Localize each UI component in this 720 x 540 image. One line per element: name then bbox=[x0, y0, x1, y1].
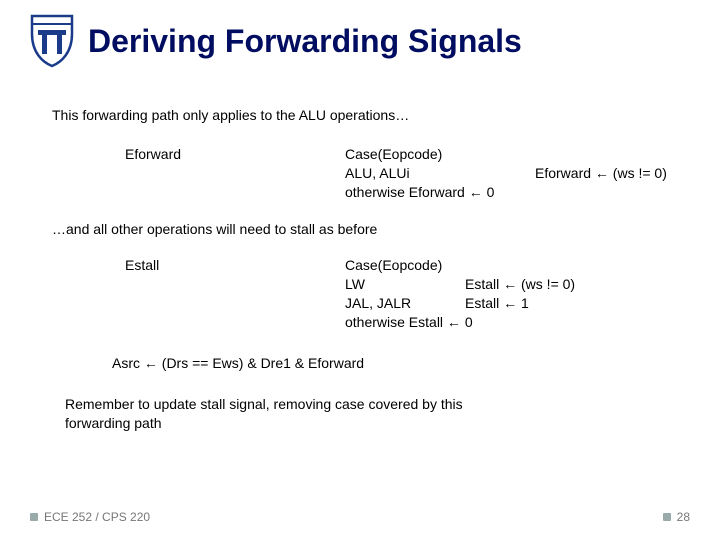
footer-page-number: 28 bbox=[677, 510, 690, 524]
estall-line2-right: Estall ← 1 bbox=[465, 294, 690, 313]
title-row: Deriving Forwarding Signals bbox=[30, 14, 690, 68]
remember-text: Remember to update stall signal, removin… bbox=[65, 395, 505, 433]
eforward-otherwise: otherwise Eforward ← 0 bbox=[345, 183, 690, 202]
estall-otherwise: otherwise Estall ← 0 bbox=[345, 313, 690, 332]
eforward-line1-left: ALU, ALUi bbox=[345, 164, 535, 183]
eforward-line1-right: Eforward ← (ws != 0) bbox=[535, 164, 690, 183]
bullet-icon bbox=[30, 513, 38, 521]
body: This forwarding path only applies to the… bbox=[30, 106, 690, 433]
estall-line1-left: LW bbox=[345, 275, 465, 294]
estall-line2-left: JAL, JALR bbox=[345, 294, 465, 313]
intro-text: This forwarding path only applies to the… bbox=[52, 106, 690, 125]
footer: ECE 252 / CPS 220 28 bbox=[30, 510, 690, 524]
page-title: Deriving Forwarding Signals bbox=[88, 23, 522, 60]
shield-icon bbox=[30, 14, 74, 68]
asrc-assign: Asrc ← (Drs == Ews) & Dre1 & Eforward bbox=[112, 354, 690, 373]
eforward-label: Eforward bbox=[125, 145, 345, 164]
footer-course: ECE 252 / CPS 220 bbox=[44, 510, 150, 524]
eforward-case-head: Case(Eopcode) bbox=[345, 145, 690, 164]
footer-right: 28 bbox=[663, 510, 690, 524]
estall-case-head: Case(Eopcode) bbox=[345, 256, 690, 275]
logo-shield bbox=[30, 14, 74, 68]
estall-line1-right: Estall ← (ws != 0) bbox=[465, 275, 690, 294]
bullet-icon bbox=[663, 513, 671, 521]
estall-label: Estall bbox=[125, 256, 345, 275]
slide: Deriving Forwarding Signals This forward… bbox=[0, 0, 720, 540]
eforward-block: Eforward Case(Eopcode) ALU, ALUi Eforwar… bbox=[125, 145, 690, 202]
footer-left: ECE 252 / CPS 220 bbox=[30, 510, 150, 524]
continuation-text: …and all other operations will need to s… bbox=[52, 220, 690, 239]
estall-block: Estall Case(Eopcode) LW Estall ← (ws != … bbox=[125, 256, 690, 332]
